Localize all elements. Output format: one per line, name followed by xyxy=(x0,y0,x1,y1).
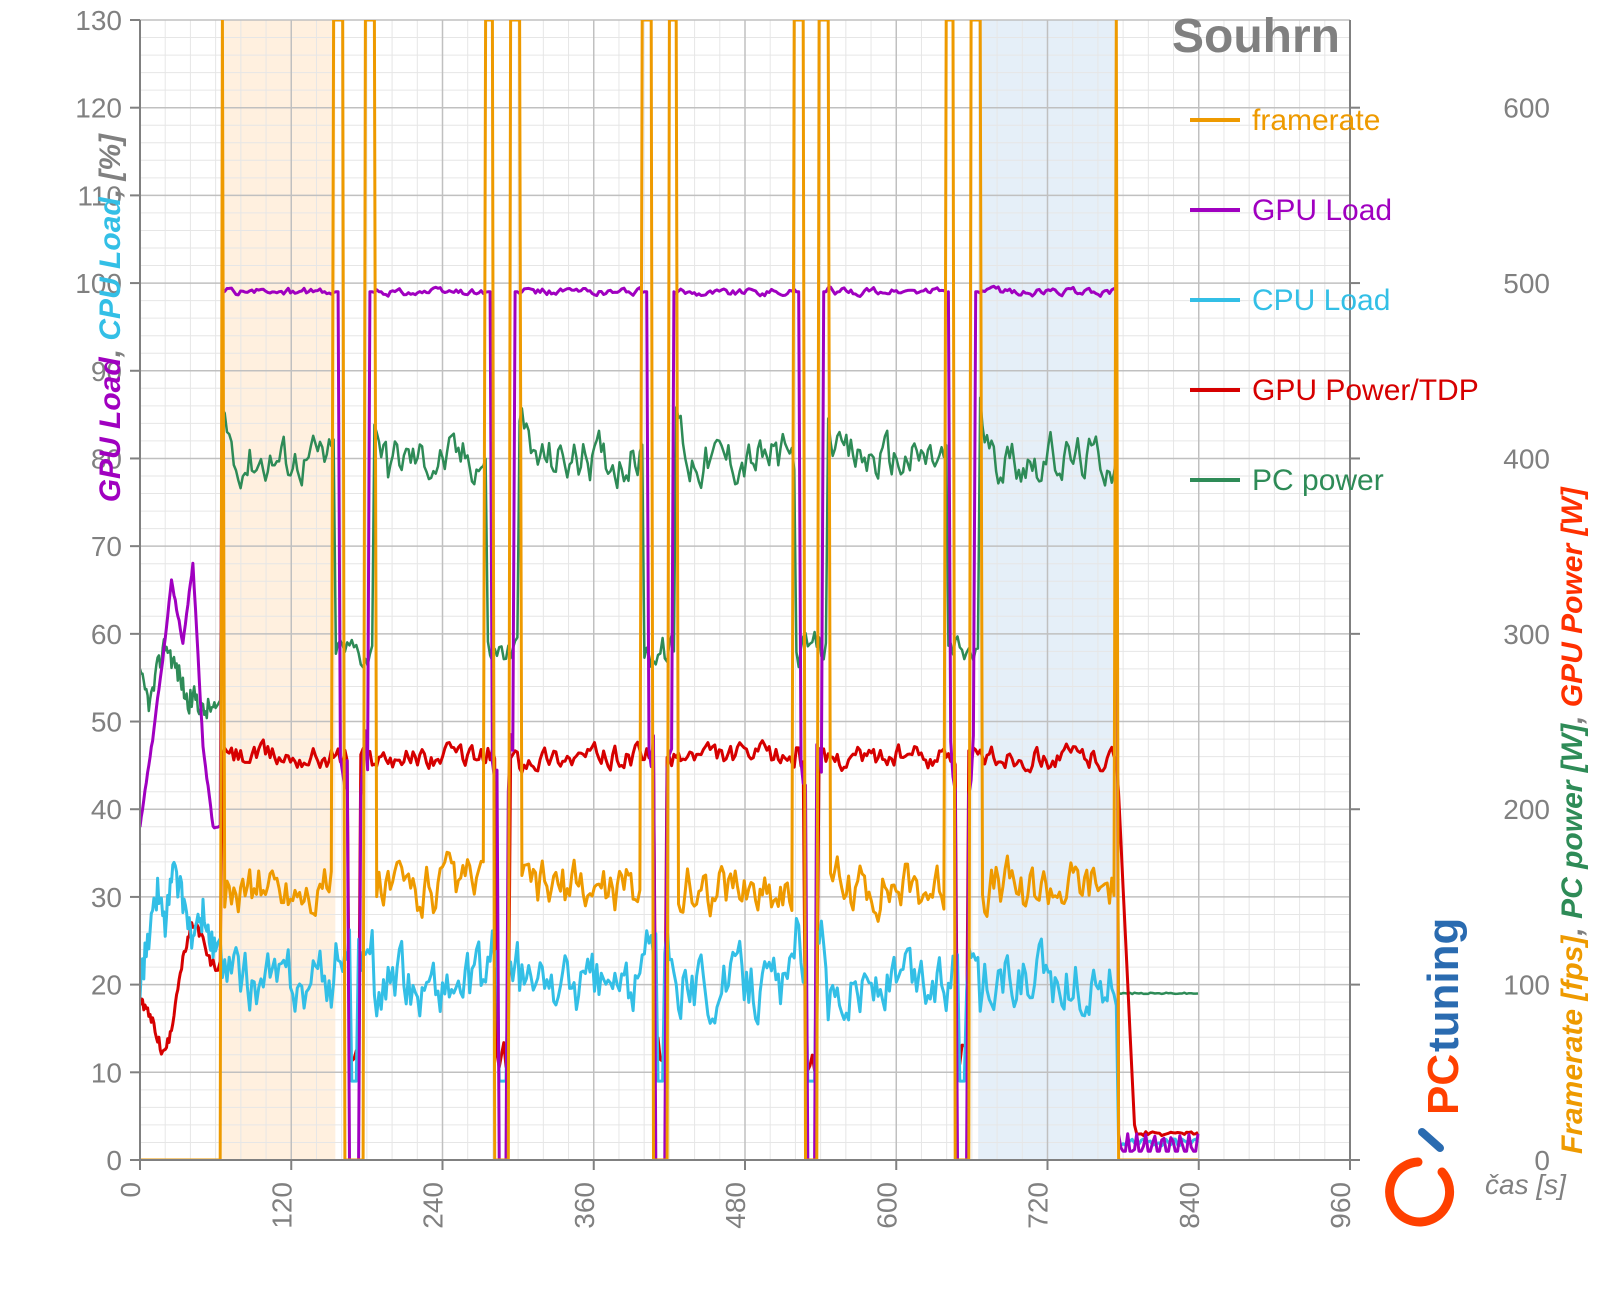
left-tick-label: 40 xyxy=(91,794,122,825)
x-tick-label: 480 xyxy=(720,1182,751,1229)
left-tick-label: 0 xyxy=(106,1145,122,1176)
x-tick-label: 360 xyxy=(569,1182,600,1229)
left-tick-label: 70 xyxy=(91,531,122,562)
highlight-band xyxy=(222,20,335,1160)
legend-label: framerate xyxy=(1252,104,1380,137)
x-tick-label: 600 xyxy=(871,1182,902,1229)
legend-label: GPU Power/TDP xyxy=(1252,374,1479,407)
legend-label: CPU Load xyxy=(1252,284,1390,317)
left-tick-label: 130 xyxy=(75,5,122,36)
x-tick-label: 120 xyxy=(266,1182,297,1229)
chart-title: Souhrn xyxy=(1172,10,1340,63)
right-tick-label: 200 xyxy=(1503,794,1550,825)
right-tick-label: 500 xyxy=(1503,268,1550,299)
right-tick-label: 600 xyxy=(1503,93,1550,124)
summary-chart: 0120240360480600720840960čas [s]01020304… xyxy=(0,0,1600,1313)
x-tick-label: 0 xyxy=(115,1182,146,1198)
left-tick-label: 50 xyxy=(91,707,122,738)
svg-text:tuning: tuning xyxy=(1419,918,1468,1052)
svg-text:PC: PC xyxy=(1419,1054,1468,1115)
x-tick-label: 960 xyxy=(1325,1182,1356,1229)
right-tick-label: 400 xyxy=(1503,443,1550,474)
left-tick-label: 10 xyxy=(91,1057,122,1088)
left-tick-label: 30 xyxy=(91,882,122,913)
legend-label: GPU Load xyxy=(1252,194,1392,227)
right-tick-label: 300 xyxy=(1503,619,1550,650)
legend-label: PC power xyxy=(1252,464,1384,497)
left-axis-title: GPU Load, CPU Load, [%] xyxy=(94,133,127,502)
right-tick-label: 100 xyxy=(1503,970,1550,1001)
x-tick-label: 240 xyxy=(418,1182,449,1229)
left-tick-label: 20 xyxy=(91,970,122,1001)
right-tick-label: 0 xyxy=(1534,1145,1550,1176)
left-tick-label: 120 xyxy=(75,93,122,124)
left-tick-label: 60 xyxy=(91,619,122,650)
x-axis-title: čas [s] xyxy=(1485,1169,1567,1200)
x-tick-label: 840 xyxy=(1174,1182,1205,1229)
right-axis-title: Framerate [fps], PC power [W], GPU Power… xyxy=(1556,486,1589,1154)
x-tick-label: 720 xyxy=(1023,1182,1054,1229)
pctuning-logo: PCtuning xyxy=(1390,918,1468,1222)
